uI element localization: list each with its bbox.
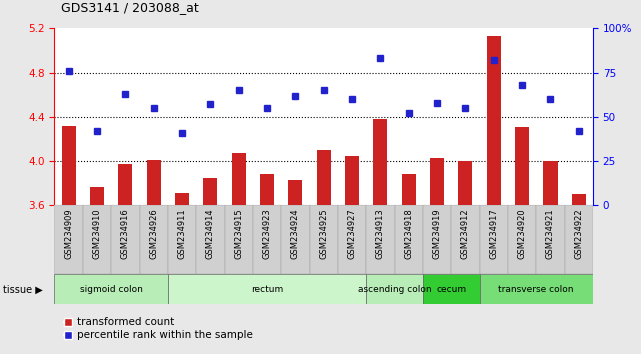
Text: GSM234911: GSM234911 — [178, 208, 187, 259]
Bar — [345, 155, 359, 205]
Text: GSM234927: GSM234927 — [347, 208, 356, 259]
Bar — [310, 205, 338, 274]
Bar — [458, 161, 472, 205]
Bar — [111, 205, 140, 274]
Bar — [90, 187, 104, 205]
Bar — [395, 205, 423, 274]
Bar — [402, 175, 416, 205]
Text: GSM234915: GSM234915 — [234, 208, 243, 259]
Bar — [544, 161, 558, 205]
Bar — [54, 205, 83, 274]
Text: GSM234919: GSM234919 — [433, 208, 442, 259]
Bar — [118, 164, 133, 205]
Bar — [479, 274, 593, 304]
Bar — [224, 205, 253, 274]
Bar — [203, 178, 217, 205]
Text: cecum: cecum — [436, 285, 466, 294]
Text: rectum: rectum — [251, 285, 283, 294]
Bar — [260, 175, 274, 205]
Bar — [487, 36, 501, 205]
Text: GSM234910: GSM234910 — [92, 208, 101, 259]
Bar — [366, 205, 395, 274]
Bar — [317, 150, 331, 205]
Text: tissue ▶: tissue ▶ — [3, 284, 43, 295]
Text: GSM234917: GSM234917 — [489, 208, 498, 259]
Text: GSM234913: GSM234913 — [376, 208, 385, 259]
Bar — [281, 205, 310, 274]
Text: transverse colon: transverse colon — [499, 285, 574, 294]
Bar — [140, 205, 168, 274]
Bar — [508, 205, 537, 274]
Bar — [83, 205, 111, 274]
Text: GSM234914: GSM234914 — [206, 208, 215, 259]
Bar — [147, 160, 161, 205]
Text: GSM234924: GSM234924 — [291, 208, 300, 259]
Bar — [196, 205, 224, 274]
Text: GSM234912: GSM234912 — [461, 208, 470, 259]
Text: GSM234922: GSM234922 — [574, 208, 583, 259]
Bar — [479, 205, 508, 274]
Bar — [423, 274, 479, 304]
Bar — [366, 274, 423, 304]
Bar — [253, 205, 281, 274]
Text: GSM234921: GSM234921 — [546, 208, 555, 259]
Text: GSM234925: GSM234925 — [319, 208, 328, 259]
Legend: transformed count, percentile rank within the sample: transformed count, percentile rank withi… — [60, 313, 258, 345]
Bar — [54, 274, 168, 304]
Bar — [288, 180, 303, 205]
Bar — [572, 194, 586, 205]
Bar — [423, 205, 451, 274]
Text: sigmoid colon: sigmoid colon — [79, 285, 142, 294]
Bar — [565, 205, 593, 274]
Text: GSM234926: GSM234926 — [149, 208, 158, 259]
Text: GSM234923: GSM234923 — [263, 208, 272, 259]
Bar — [168, 205, 196, 274]
Text: GSM234916: GSM234916 — [121, 208, 130, 259]
Bar — [175, 193, 189, 205]
Bar — [231, 153, 246, 205]
Bar — [430, 158, 444, 205]
Text: GDS3141 / 203088_at: GDS3141 / 203088_at — [61, 1, 199, 14]
Text: GSM234918: GSM234918 — [404, 208, 413, 259]
Text: GSM234909: GSM234909 — [64, 208, 73, 259]
Bar — [62, 126, 76, 205]
Bar — [537, 205, 565, 274]
Text: ascending colon: ascending colon — [358, 285, 431, 294]
Bar — [451, 205, 479, 274]
Bar — [515, 127, 529, 205]
Text: GSM234920: GSM234920 — [517, 208, 526, 259]
Bar — [168, 274, 366, 304]
Bar — [338, 205, 366, 274]
Bar — [373, 119, 387, 205]
